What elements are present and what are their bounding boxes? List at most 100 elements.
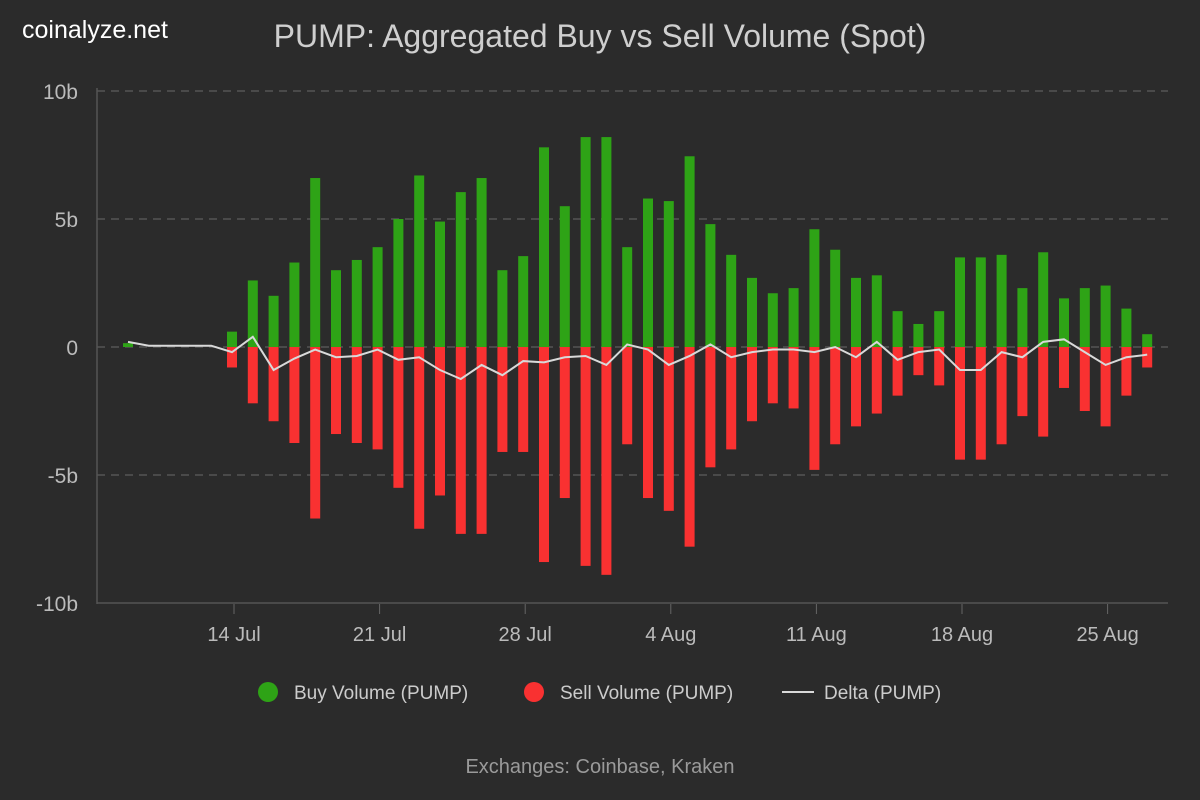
sell-bar [1038,347,1049,437]
buy-bar [747,277,757,347]
x-tick-label: 11 Aug [786,624,847,646]
sell-bar [227,347,237,368]
sell-bar [955,347,965,460]
buy-bar [580,137,591,347]
buy-bar [393,219,404,347]
sell-bar [643,347,653,499]
buy-bar [227,331,237,347]
x-tick-label: 25 Aug [1076,624,1138,646]
sell-bar [851,347,861,427]
buy-bar [788,288,799,347]
buy-bar [1038,252,1049,347]
buy-bar [996,254,1007,347]
sell-bar [331,347,341,435]
buy-bar [601,137,612,347]
buy-bar [663,201,674,347]
sell-bar [393,347,404,488]
legend-item-label: Sell Volume (PUMP) [560,683,733,704]
buy-bar [934,311,945,347]
buy-bar [497,270,508,347]
buy-bar [1142,334,1153,347]
sell-bar [1017,347,1028,417]
legend-item-label: Delta (PUMP) [824,683,941,704]
sell-bar [975,347,986,460]
buy-bar [268,295,279,347]
buy-bar [289,262,300,347]
sell-bar [247,347,258,404]
buy-bar [1017,288,1028,347]
sell-bar [289,347,300,443]
sell-bar [788,347,799,409]
x-tick-label: 21 Jul [353,624,406,646]
sell-bar [539,347,549,563]
buy-bar [559,206,570,347]
chart-title: PUMP: Aggregated Buy vs Sell Volume (Spo… [273,18,927,54]
brand-logo[interactable]: coinalyze.net [22,16,168,44]
delta-line [127,335,1148,381]
x-tick-label: 18 Aug [931,624,993,646]
sell-bar [622,347,633,445]
legend-marker-1 [524,682,544,702]
sell-bar [351,347,362,443]
sell-bar [705,347,716,468]
sell-bar [414,347,425,529]
sell-bar [1079,347,1090,411]
buy-bar [518,256,529,347]
sell-bar [684,347,695,547]
sell-bar [497,347,508,452]
buy-bar [372,247,383,347]
buy-bar [247,280,258,347]
buy-bar [1079,288,1090,347]
buy-bar [830,249,841,347]
x-tick-label: 14 Jul [207,624,260,646]
y-tick-label: 0 [66,337,78,360]
sell-bar [726,347,737,450]
sell-bar [934,347,945,386]
sell-bar [435,347,445,496]
x-tick-label: 28 Jul [499,624,552,646]
buy-bar [414,175,425,347]
y-tick-label: 10b [43,81,78,104]
sell-bar [996,347,1007,445]
buy-bar [809,229,820,347]
buy-bar [892,311,903,347]
sell-bar [1121,347,1132,396]
sell-bar [663,347,674,511]
buy-bar [913,323,924,347]
sell-bar [767,347,778,404]
sell-bar [268,347,279,422]
sell-bar [1059,347,1069,388]
buy-bar [1059,298,1069,347]
buy-bar [851,277,861,347]
legend-marker-0 [258,682,278,702]
buy-bar [1121,308,1132,347]
buy-bar [975,257,986,347]
sell-bar [1100,347,1111,427]
buy-bar [1100,285,1111,347]
sell-bar [476,347,487,534]
exchanges-footer: Exchanges: Coinbase, Kraken [465,756,735,778]
sell-bar [518,347,529,452]
buy-bar [684,156,695,347]
legend-item-label: Buy Volume (PUMP) [294,683,468,704]
sell-bar [372,347,383,450]
x-tick-label: 4 Aug [645,624,696,646]
buy-bar [476,178,487,347]
sell-bar [892,347,903,396]
y-tick-label: -10b [36,593,78,616]
buy-bar [123,343,133,347]
sell-bar [1142,347,1153,368]
sell-bar [830,347,841,445]
sell-bar [580,347,591,566]
buy-bar [767,293,778,347]
buy-bar [705,224,716,347]
buy-bar [351,259,362,347]
buy-bar [955,257,965,347]
sell-bar [747,347,757,422]
buy-bar [331,270,341,347]
sell-bar [559,347,570,499]
sell-bar [310,347,321,519]
y-tick-label: -5b [48,465,78,488]
buy-bar [643,198,653,347]
